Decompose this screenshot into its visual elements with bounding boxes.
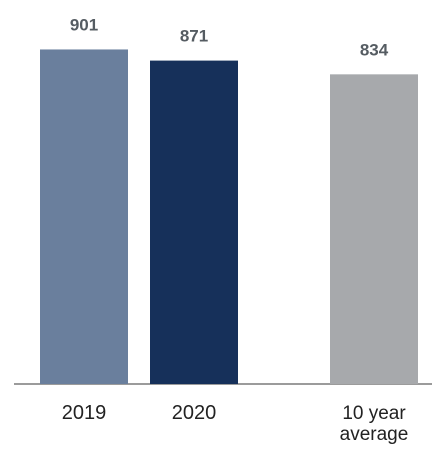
bar-2020 (150, 60, 238, 385)
bar-2019 (40, 49, 128, 384)
x-tick-label: 2020 (172, 402, 217, 424)
x-tick-label: 2019 (62, 402, 107, 424)
data-label: 834 (360, 40, 389, 59)
data-label: 901 (70, 15, 98, 34)
bar-10-year-average (330, 74, 418, 384)
x-tick-label: average (340, 424, 409, 445)
x-tick-label: 10 year (342, 403, 406, 424)
data-label: 871 (180, 27, 208, 46)
